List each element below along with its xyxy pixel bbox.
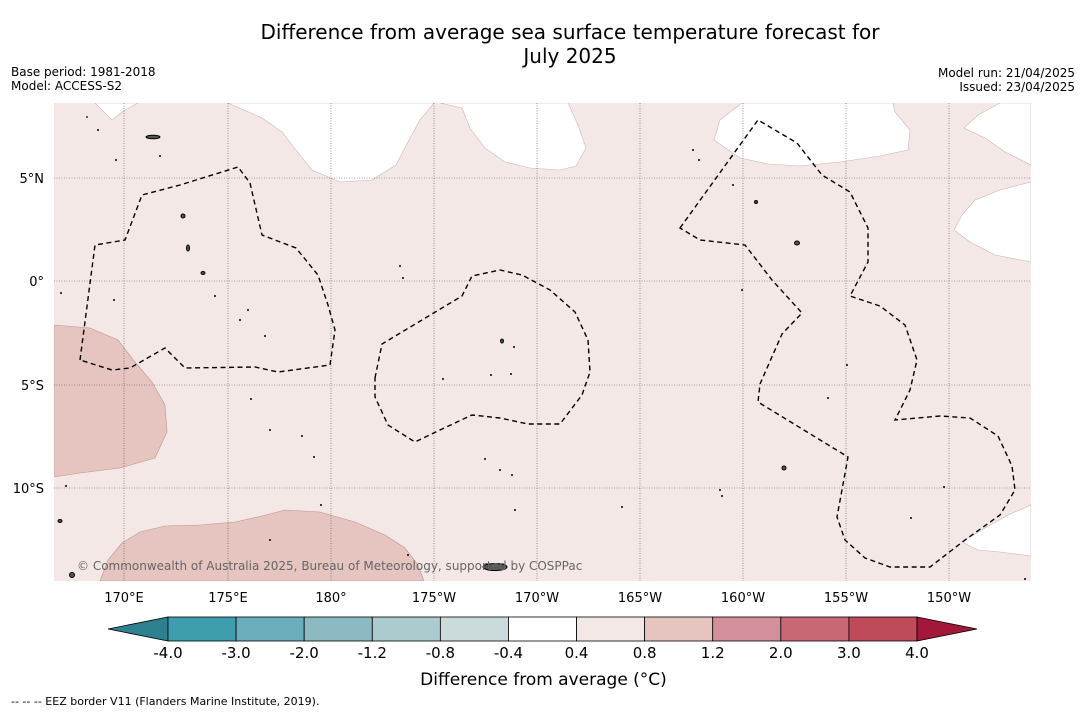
- lat-label: 5°S: [21, 379, 44, 394]
- colorbar-segment: [508, 616, 577, 642]
- eez-borders: [79, 119, 1016, 568]
- longitude-labels: 170°E 175°E 180° 175°W 170°W 165°W 160°W…: [104, 591, 971, 606]
- map-plot-area: © Commonwealth of Australia 2025, Bureau…: [54, 103, 1031, 581]
- colorbar-tick-label: -3.0: [221, 644, 250, 662]
- issued-text: Issued: 23/04/2025: [959, 80, 1075, 94]
- lat-label: 10°S: [13, 482, 44, 497]
- lat-label: 5°N: [20, 172, 45, 187]
- colorbar-segment: [303, 616, 373, 642]
- colorbar-segments: [167, 616, 918, 642]
- colorbar-tick-label: 3.0: [837, 644, 861, 662]
- neutral-region: [953, 181, 1031, 263]
- base-period-text: Base period: 1981-2018: [11, 65, 156, 79]
- colorbar-tick-label: 4.0: [905, 644, 929, 662]
- eez-border-line: [678, 119, 1016, 568]
- neutral-region: [227, 103, 435, 183]
- colorbar-tick-label: 0.4: [565, 644, 589, 662]
- lon-label: 170°W: [515, 591, 559, 606]
- anomaly-field-0-8-1-2: [99, 509, 425, 581]
- title-line-2: July 2025: [523, 44, 617, 68]
- title-line-1: Difference from average sea surface temp…: [260, 20, 880, 44]
- lon-label: 150°W: [927, 591, 971, 606]
- colorbar-under-arrow: [107, 616, 169, 642]
- base-info: Base period: 1981-2018 Model: ACCESS-S2: [11, 65, 156, 93]
- neutral-region: [963, 103, 1031, 166]
- colorbar-label: Difference from average (°C): [420, 670, 667, 690]
- colorbar-segment: [644, 616, 714, 642]
- colorbar-tick-label: -1.2: [358, 644, 387, 662]
- colorbar: -4.0 -3.0 -2.0 -1.2 -0.8 -0.4 0.4 0.8 1.2 2.0 3.0 4…: [107, 616, 978, 662]
- neutral-region: [713, 103, 911, 167]
- colorbar-tick-label: -0.4: [494, 644, 523, 662]
- neutral-region: [439, 103, 587, 171]
- colorbar-segment: [439, 616, 509, 642]
- lon-label: 160°W: [721, 591, 765, 606]
- colorbar-segment: [576, 616, 646, 642]
- lon-label: 175°W: [412, 591, 456, 606]
- colorbar-tick-label: 1.2: [701, 644, 725, 662]
- neutral-region: [94, 103, 139, 121]
- colorbar-segment: [371, 616, 441, 642]
- latitude-labels: 5°N 0° 5°S 10°S: [13, 172, 44, 497]
- graticule: [54, 103, 1031, 581]
- legend-footnote: -- -- -- EEZ border V11 (Flanders Marine…: [11, 695, 320, 708]
- model-run-text: Model run: 21/04/2025: [937, 66, 1075, 80]
- run-info: Model run: 21/04/2025 Issued: 23/04/2025: [938, 66, 1075, 94]
- colorbar-segment: [167, 616, 237, 642]
- colorbar-tick-label: -2.0: [290, 644, 319, 662]
- lon-label: 165°W: [618, 591, 662, 606]
- copyright-text: © Commonwealth of Australia 2025, Bureau…: [77, 559, 582, 573]
- colorbar-tick-labels: -4.0 -3.0 -2.0 -1.2 -0.8 -0.4 0.4 0.8 1.2 2.0 3.0 4…: [153, 644, 929, 662]
- map-title: Difference from average sea surface temp…: [0, 20, 1085, 68]
- eez-border-line: [79, 166, 336, 373]
- colorbar-tick-label: 2.0: [769, 644, 793, 662]
- colorbar-segment: [712, 616, 782, 642]
- colorbar-tick-label: 0.8: [633, 644, 657, 662]
- neutral-region: [961, 504, 1031, 557]
- lon-label: 175°E: [208, 591, 248, 606]
- model-text: Model: ACCESS-S2: [11, 79, 123, 93]
- colorbar-segment: [848, 616, 918, 642]
- lon-label: 180°: [315, 591, 346, 606]
- colorbar-tick-label: -0.8: [426, 644, 455, 662]
- anomaly-field-0-8-1-2: [54, 324, 168, 478]
- lon-label: 170°E: [104, 591, 144, 606]
- eez-border-line: [374, 269, 591, 443]
- lon-label: 155°W: [824, 591, 868, 606]
- colorbar-over-arrow: [916, 616, 978, 642]
- colorbar-segment: [235, 616, 305, 642]
- anomaly-field-0-4-0-8: [54, 103, 1031, 581]
- small-islands: [60, 116, 1026, 580]
- lat-label: 0°: [29, 275, 44, 290]
- colorbar-segment: [780, 616, 850, 642]
- colorbar-tick-label: -4.0: [153, 644, 182, 662]
- islands: [57, 134, 800, 578]
